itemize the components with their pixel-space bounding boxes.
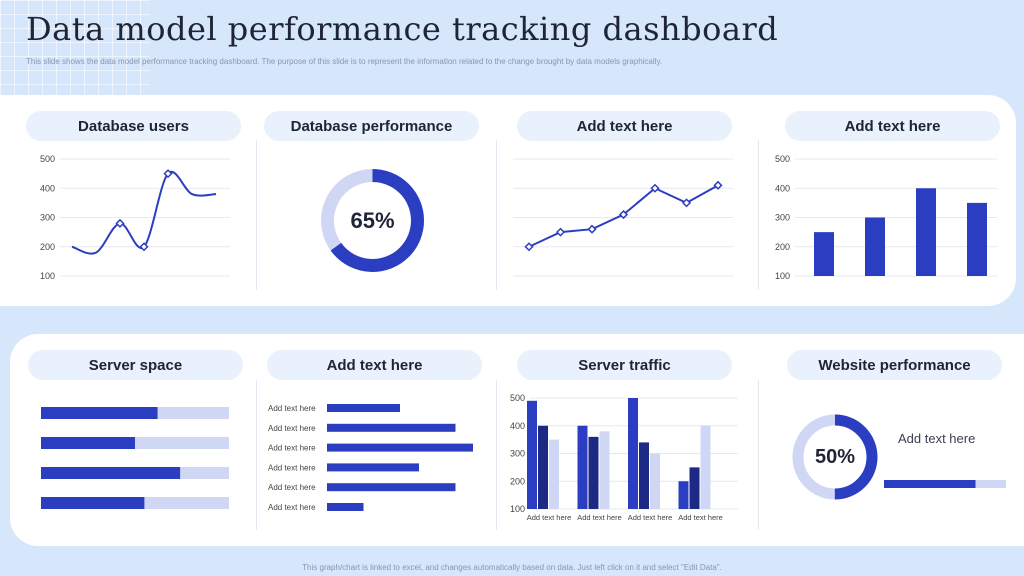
bar xyxy=(689,467,700,509)
data-point xyxy=(618,210,629,220)
series-line xyxy=(71,170,217,255)
y-tick-label: 200 xyxy=(510,476,525,486)
card-title-database-users: Database users xyxy=(26,111,241,141)
category-label: Add text here xyxy=(268,444,316,453)
bar xyxy=(327,443,473,452)
progress-fill xyxy=(41,407,158,419)
y-tick-label: 500 xyxy=(775,154,790,164)
add-text-hbar-chart: Add text here Add text here Add text here A… xyxy=(268,404,473,512)
database-performance-donut xyxy=(321,169,424,272)
y-tick-label: 500 xyxy=(40,154,55,164)
data-point xyxy=(555,227,566,237)
card-title-website-performance: Website performance xyxy=(787,350,1002,380)
y-tick-label: 300 xyxy=(775,213,790,223)
bar xyxy=(967,202,987,276)
data-point xyxy=(650,183,660,193)
card-title-server-space: Server space xyxy=(28,350,243,380)
y-tick-label: 400 xyxy=(510,421,525,431)
progress-fill xyxy=(41,467,181,479)
page-title: Data model performance tracking dashboar… xyxy=(26,10,779,48)
divider xyxy=(496,140,497,290)
add-text-line-chart xyxy=(513,158,733,277)
website-performance-bar xyxy=(884,480,1006,488)
y-tick-label: 100 xyxy=(510,504,525,514)
bar xyxy=(628,398,638,509)
bar xyxy=(916,188,936,276)
bar xyxy=(527,400,537,509)
website-performance-donut xyxy=(792,414,878,500)
divider xyxy=(256,380,257,530)
y-tick-label: 500 xyxy=(510,393,525,403)
category-label: Add text here xyxy=(268,404,316,413)
card-title-database-performance: Database performance xyxy=(264,111,479,141)
divider xyxy=(758,140,759,290)
donut-slice xyxy=(321,169,424,272)
bar xyxy=(650,453,660,509)
bar xyxy=(327,503,364,511)
bar xyxy=(865,217,885,276)
website-performance-label: 50% xyxy=(814,445,856,468)
bar xyxy=(327,404,400,412)
page-subtitle: This slide shows the data model performa… xyxy=(26,57,663,66)
card-title-server-traffic: Server traffic xyxy=(517,350,732,380)
add-text-bar-chart: 100 200 300 400 500 xyxy=(775,154,997,281)
bar xyxy=(327,423,456,432)
bar xyxy=(327,463,419,472)
server-space-chart xyxy=(41,407,229,509)
website-performance-note: Add text here xyxy=(898,431,976,446)
donut-slice xyxy=(792,414,878,500)
x-tick-label: Add text here xyxy=(678,513,723,522)
footer-note: This graph/chart is linked to excel, and… xyxy=(302,563,722,572)
y-tick-label: 300 xyxy=(40,213,55,223)
data-point xyxy=(524,242,534,252)
y-tick-label: 100 xyxy=(40,271,55,281)
bar xyxy=(327,483,456,492)
database-performance-label: 65% xyxy=(350,207,395,233)
category-label: Add text here xyxy=(268,483,316,492)
progress-fill xyxy=(41,497,145,509)
bar xyxy=(814,232,834,276)
bar xyxy=(577,425,588,509)
x-tick-label: Add text here xyxy=(577,513,622,522)
grid-decoration xyxy=(0,0,150,110)
y-tick-label: 200 xyxy=(40,242,55,252)
bar xyxy=(538,425,548,509)
divider xyxy=(758,380,759,530)
y-tick-label: 400 xyxy=(40,183,55,193)
card-title-add-text-2: Add text here xyxy=(785,111,1000,141)
bar xyxy=(599,431,610,509)
category-label: Add text here xyxy=(268,463,316,472)
bar xyxy=(678,481,689,509)
y-tick-label: 400 xyxy=(775,183,790,193)
data-point xyxy=(163,169,173,179)
bar xyxy=(588,436,599,509)
x-tick-label: Add text here xyxy=(527,513,572,522)
divider xyxy=(496,380,497,530)
card-title-add-text-3: Add text here xyxy=(267,350,482,380)
data-point xyxy=(681,198,692,208)
server-traffic-chart: 100 200 300 400 500 Add text here Add text her… xyxy=(510,393,738,522)
data-point xyxy=(713,180,723,190)
x-tick-label: Add text here xyxy=(628,513,673,522)
bar xyxy=(549,439,559,509)
bar xyxy=(700,425,711,509)
data-point xyxy=(587,224,597,234)
progress-fill xyxy=(41,437,135,449)
bar xyxy=(639,442,649,509)
data-point xyxy=(115,218,125,228)
card-title-add-text-1: Add text here xyxy=(517,111,732,141)
progress-fill xyxy=(884,480,976,488)
y-tick-label: 200 xyxy=(775,242,790,252)
y-tick-label: 100 xyxy=(775,271,790,281)
database-users-chart: 100 200 300 400 500 xyxy=(40,154,230,281)
divider xyxy=(256,140,257,290)
y-tick-label: 300 xyxy=(510,449,525,459)
category-label: Add text here xyxy=(268,503,316,512)
data-point xyxy=(139,242,149,252)
category-label: Add text here xyxy=(268,424,316,433)
